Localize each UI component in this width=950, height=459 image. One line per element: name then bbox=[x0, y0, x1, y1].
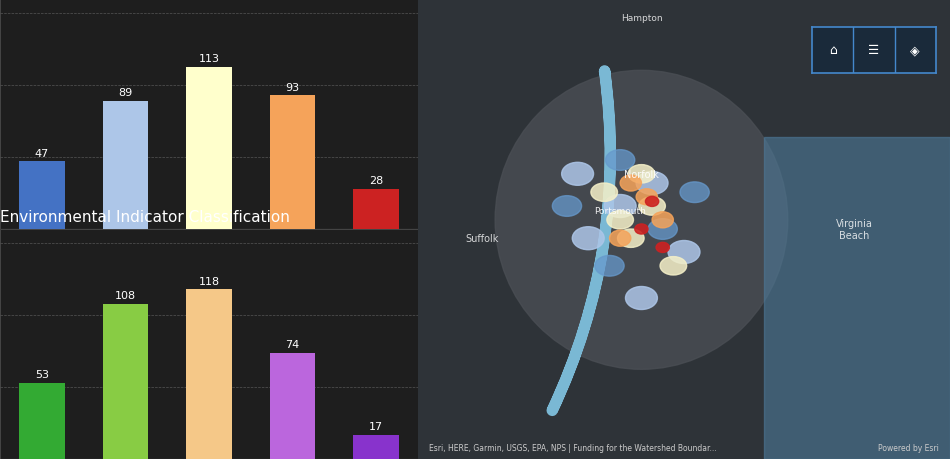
Text: Environmental Indicator Classification: Environmental Indicator Classification bbox=[0, 209, 290, 224]
Ellipse shape bbox=[618, 230, 644, 248]
Ellipse shape bbox=[638, 197, 665, 216]
Bar bbox=[764, 138, 950, 459]
Text: 74: 74 bbox=[285, 339, 299, 349]
Bar bbox=[19, 162, 65, 230]
Bar bbox=[19, 383, 65, 459]
Text: Esri, HERE, Garmin, USGS, EPA, NPS | Funding for the Watershed Boundar...: Esri, HERE, Garmin, USGS, EPA, NPS | Fun… bbox=[428, 443, 716, 452]
Ellipse shape bbox=[652, 212, 674, 228]
Ellipse shape bbox=[628, 165, 655, 184]
Bar bbox=[270, 353, 315, 459]
Ellipse shape bbox=[635, 224, 648, 235]
FancyArrowPatch shape bbox=[552, 72, 611, 411]
Ellipse shape bbox=[620, 175, 641, 192]
Ellipse shape bbox=[604, 195, 637, 218]
Text: 93: 93 bbox=[285, 83, 299, 93]
Bar bbox=[353, 189, 399, 230]
Bar bbox=[186, 290, 232, 459]
Bar bbox=[103, 102, 148, 230]
Text: ⌂: ⌂ bbox=[829, 44, 837, 57]
Text: Virginia
Beach: Virginia Beach bbox=[836, 219, 873, 240]
Text: Norfolk: Norfolk bbox=[624, 169, 659, 179]
Text: Suffolk: Suffolk bbox=[466, 234, 499, 244]
Text: 47: 47 bbox=[35, 149, 49, 158]
Text: Powered by Esri: Powered by Esri bbox=[879, 443, 940, 452]
Text: Hampton: Hampton bbox=[620, 14, 662, 23]
Ellipse shape bbox=[595, 256, 624, 276]
Ellipse shape bbox=[656, 243, 670, 253]
Bar bbox=[103, 304, 148, 459]
Text: 28: 28 bbox=[369, 176, 383, 186]
Ellipse shape bbox=[552, 196, 581, 217]
Ellipse shape bbox=[660, 257, 687, 275]
Ellipse shape bbox=[610, 230, 631, 247]
Bar bbox=[353, 435, 399, 459]
Ellipse shape bbox=[668, 241, 700, 264]
Text: 53: 53 bbox=[35, 369, 49, 380]
Text: ◈: ◈ bbox=[910, 44, 920, 57]
Ellipse shape bbox=[648, 219, 677, 240]
Text: 108: 108 bbox=[115, 291, 136, 301]
Text: 89: 89 bbox=[119, 88, 133, 98]
Text: 113: 113 bbox=[199, 54, 219, 64]
Ellipse shape bbox=[636, 172, 668, 195]
Ellipse shape bbox=[645, 197, 658, 207]
Text: ☰: ☰ bbox=[868, 44, 880, 57]
Ellipse shape bbox=[572, 227, 604, 250]
Text: Portsmouth: Portsmouth bbox=[594, 207, 646, 216]
Bar bbox=[186, 67, 232, 230]
Ellipse shape bbox=[680, 182, 710, 203]
Bar bbox=[270, 96, 315, 230]
Ellipse shape bbox=[625, 287, 657, 310]
Ellipse shape bbox=[561, 163, 594, 186]
Text: 118: 118 bbox=[199, 276, 219, 286]
Ellipse shape bbox=[636, 189, 657, 206]
Ellipse shape bbox=[605, 150, 635, 171]
Ellipse shape bbox=[591, 184, 618, 202]
Text: 17: 17 bbox=[369, 421, 383, 431]
Ellipse shape bbox=[495, 71, 788, 369]
Ellipse shape bbox=[607, 211, 634, 230]
